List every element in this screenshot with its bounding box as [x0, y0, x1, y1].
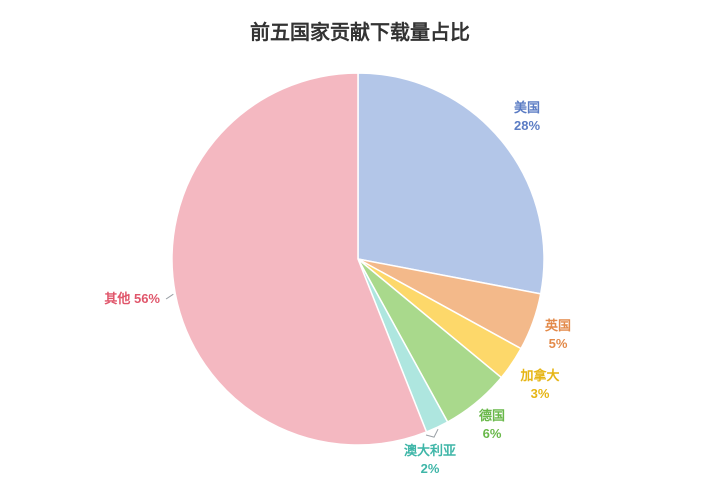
pie-slice-0 [357, 72, 545, 295]
pie-slice-5 [171, 72, 428, 446]
chart-title: 前五国家贡献下载量占比 [250, 20, 470, 44]
slice-label-pct-4: 2% [421, 461, 440, 476]
slice-label-name-3: 德国 [479, 408, 505, 423]
slice-label-pct-0: 28% [514, 118, 540, 133]
slice-label-name-0: 美国 [514, 100, 540, 115]
slice-label-5: 其他 56% [104, 291, 160, 306]
leader-line-5 [165, 293, 174, 300]
slice-label-pct-1: 5% [549, 336, 568, 351]
leader-line-4 [425, 428, 439, 438]
slice-label-pct-2: 3% [531, 386, 550, 401]
slice-label-name-1: 英国 [544, 318, 571, 333]
slice-label-pct-3: 6% [483, 426, 502, 441]
slice-label-name-2: 加拿大 [519, 368, 559, 383]
slice-label-name-4: 澳大利亚 [404, 443, 456, 458]
